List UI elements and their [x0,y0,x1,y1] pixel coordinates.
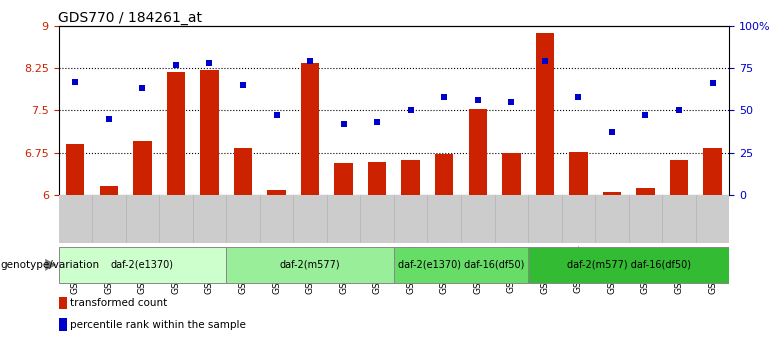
Bar [435,154,453,195]
Bar [335,163,353,195]
Point [405,108,417,113]
Bar [268,190,285,195]
Text: GDS770 / 184261_at: GDS770 / 184261_at [58,11,203,25]
Point [640,113,652,118]
Bar [670,160,688,195]
Point [103,116,115,122]
Point [204,60,216,66]
Bar [200,70,218,195]
Bar [58,297,67,309]
FancyBboxPatch shape [394,247,528,283]
Text: percentile rank within the sample: percentile rank within the sample [70,320,246,329]
Bar [603,192,621,195]
Point [538,59,551,64]
Bar [66,144,84,195]
Point [271,113,283,118]
Bar [301,62,319,195]
Point [606,130,619,135]
Point [338,121,350,127]
Point [673,108,686,113]
FancyBboxPatch shape [528,247,729,283]
Point [438,94,451,100]
Point [69,79,82,85]
Point [505,99,518,105]
Bar [100,186,118,195]
Bar [133,141,151,195]
Text: daf-2(e1370): daf-2(e1370) [111,260,174,270]
Text: daf-2(m577): daf-2(m577) [280,260,340,270]
Bar [402,160,420,195]
Bar [469,109,487,195]
Point [237,82,250,88]
Point [573,94,585,100]
Text: daf-2(m577) daf-16(df50): daf-2(m577) daf-16(df50) [567,260,690,270]
Text: daf-2(e1370) daf-16(df50): daf-2(e1370) daf-16(df50) [398,260,524,270]
Bar [704,148,722,195]
Point [472,98,484,103]
Point [304,59,317,64]
Bar [502,153,520,195]
Bar [569,152,587,195]
Bar [234,148,252,195]
Bar [58,318,67,331]
Polygon shape [45,259,56,271]
Bar [536,33,554,195]
Text: transformed count: transformed count [70,298,168,308]
Point [170,62,183,68]
FancyBboxPatch shape [58,247,226,283]
FancyBboxPatch shape [226,247,394,283]
Bar [368,162,386,195]
Point [371,119,384,125]
Bar [167,72,185,195]
Point [136,86,149,91]
Point [707,81,719,86]
Bar [636,188,654,195]
Text: genotype/variation: genotype/variation [1,260,100,270]
